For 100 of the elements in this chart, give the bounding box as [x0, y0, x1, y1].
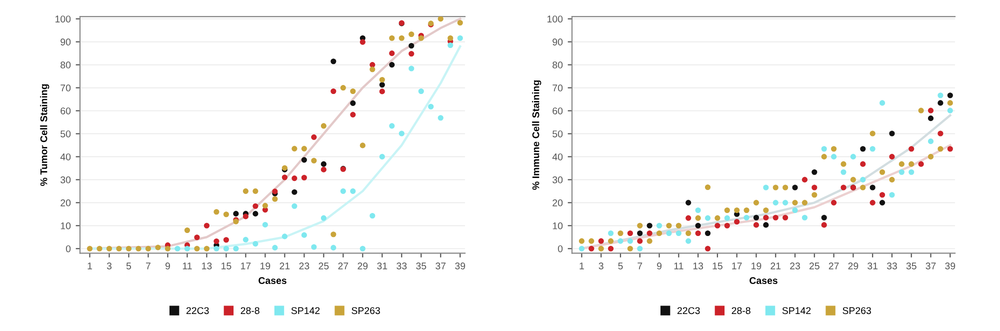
point — [840, 169, 846, 175]
point — [330, 232, 336, 238]
point — [408, 66, 414, 72]
x-tick-label: 17 — [241, 262, 251, 270]
point — [350, 100, 356, 106]
point — [734, 218, 740, 225]
point — [408, 42, 414, 49]
point — [880, 192, 886, 198]
point — [194, 246, 200, 252]
y-axis-title: % Tumor Cell Staining — [40, 84, 50, 186]
point — [908, 161, 914, 167]
point — [379, 82, 385, 88]
x-tick-label: 11 — [182, 262, 192, 270]
point — [870, 184, 876, 190]
y-axis-title: % Immune Cell Staining — [532, 80, 542, 190]
point — [831, 154, 837, 160]
point — [438, 16, 444, 22]
point — [608, 230, 614, 236]
x-tick-label: 39 — [945, 262, 956, 270]
legend-label: 22C3 — [186, 307, 209, 314]
point — [379, 88, 385, 94]
y-tick-label: 20 — [60, 199, 71, 206]
x-tick-label: 13 — [202, 262, 212, 270]
point — [252, 241, 258, 247]
point — [398, 130, 404, 136]
point — [608, 246, 614, 252]
point — [350, 112, 356, 118]
x-tick-label: 21 — [280, 262, 290, 270]
point — [753, 200, 760, 206]
x-tick-label: 3 — [598, 262, 604, 270]
y-tick-label: 40 — [60, 153, 71, 160]
legend-label: SP142 — [782, 307, 811, 314]
point — [850, 176, 856, 182]
y-tick-label: 50 — [60, 130, 71, 138]
point — [880, 169, 886, 175]
point — [233, 246, 239, 252]
point — [350, 188, 356, 194]
point — [880, 100, 886, 106]
point — [850, 154, 856, 160]
x-tick-label: 17 — [732, 262, 742, 270]
y-tick-label: 80 — [60, 62, 71, 68]
point — [311, 244, 317, 250]
x-tick-label: 35 — [906, 262, 916, 270]
y-tick-label: 20 — [552, 199, 563, 206]
point — [947, 108, 953, 114]
x-tick-label: 37 — [436, 262, 446, 270]
point — [938, 100, 944, 106]
point — [320, 161, 326, 167]
point — [637, 222, 643, 228]
point — [870, 146, 876, 152]
y-tick-label: 0 — [66, 245, 71, 252]
point — [301, 146, 307, 152]
point — [714, 222, 720, 228]
point — [106, 246, 112, 252]
point — [389, 35, 395, 41]
x-tick-label: 1 — [88, 262, 92, 270]
point — [695, 207, 701, 214]
point — [792, 184, 798, 190]
point — [704, 215, 711, 221]
x-tick-label: 5 — [126, 262, 132, 270]
point — [724, 222, 730, 228]
x-tick-label: 29 — [358, 262, 368, 270]
x-tick-label: 27 — [828, 262, 839, 270]
point — [870, 130, 876, 136]
point — [898, 161, 904, 167]
point — [656, 222, 662, 228]
point — [292, 146, 298, 152]
point — [686, 230, 692, 236]
point — [637, 246, 643, 252]
x-tick-label: 33 — [396, 262, 407, 270]
point — [608, 238, 614, 244]
point — [714, 215, 720, 221]
point — [164, 246, 170, 252]
point — [598, 246, 604, 252]
point — [812, 192, 818, 198]
point — [744, 214, 750, 220]
point — [646, 230, 652, 236]
point — [821, 214, 827, 220]
point — [724, 215, 730, 221]
point — [676, 230, 682, 236]
point — [763, 207, 769, 214]
point — [588, 238, 594, 244]
x-tick-label: 21 — [770, 262, 781, 270]
point — [350, 88, 356, 94]
point — [637, 230, 643, 236]
point — [763, 222, 769, 228]
point — [389, 123, 395, 129]
point — [821, 146, 827, 152]
point — [282, 174, 288, 180]
point — [763, 214, 769, 220]
point — [301, 157, 307, 163]
x-tick-label: 27 — [338, 262, 348, 270]
point — [204, 246, 210, 252]
point — [578, 246, 584, 252]
point — [753, 214, 760, 220]
point — [772, 200, 778, 206]
x-tick-label: 23 — [299, 262, 310, 270]
point — [233, 210, 239, 216]
point — [320, 123, 326, 129]
point — [840, 161, 846, 167]
